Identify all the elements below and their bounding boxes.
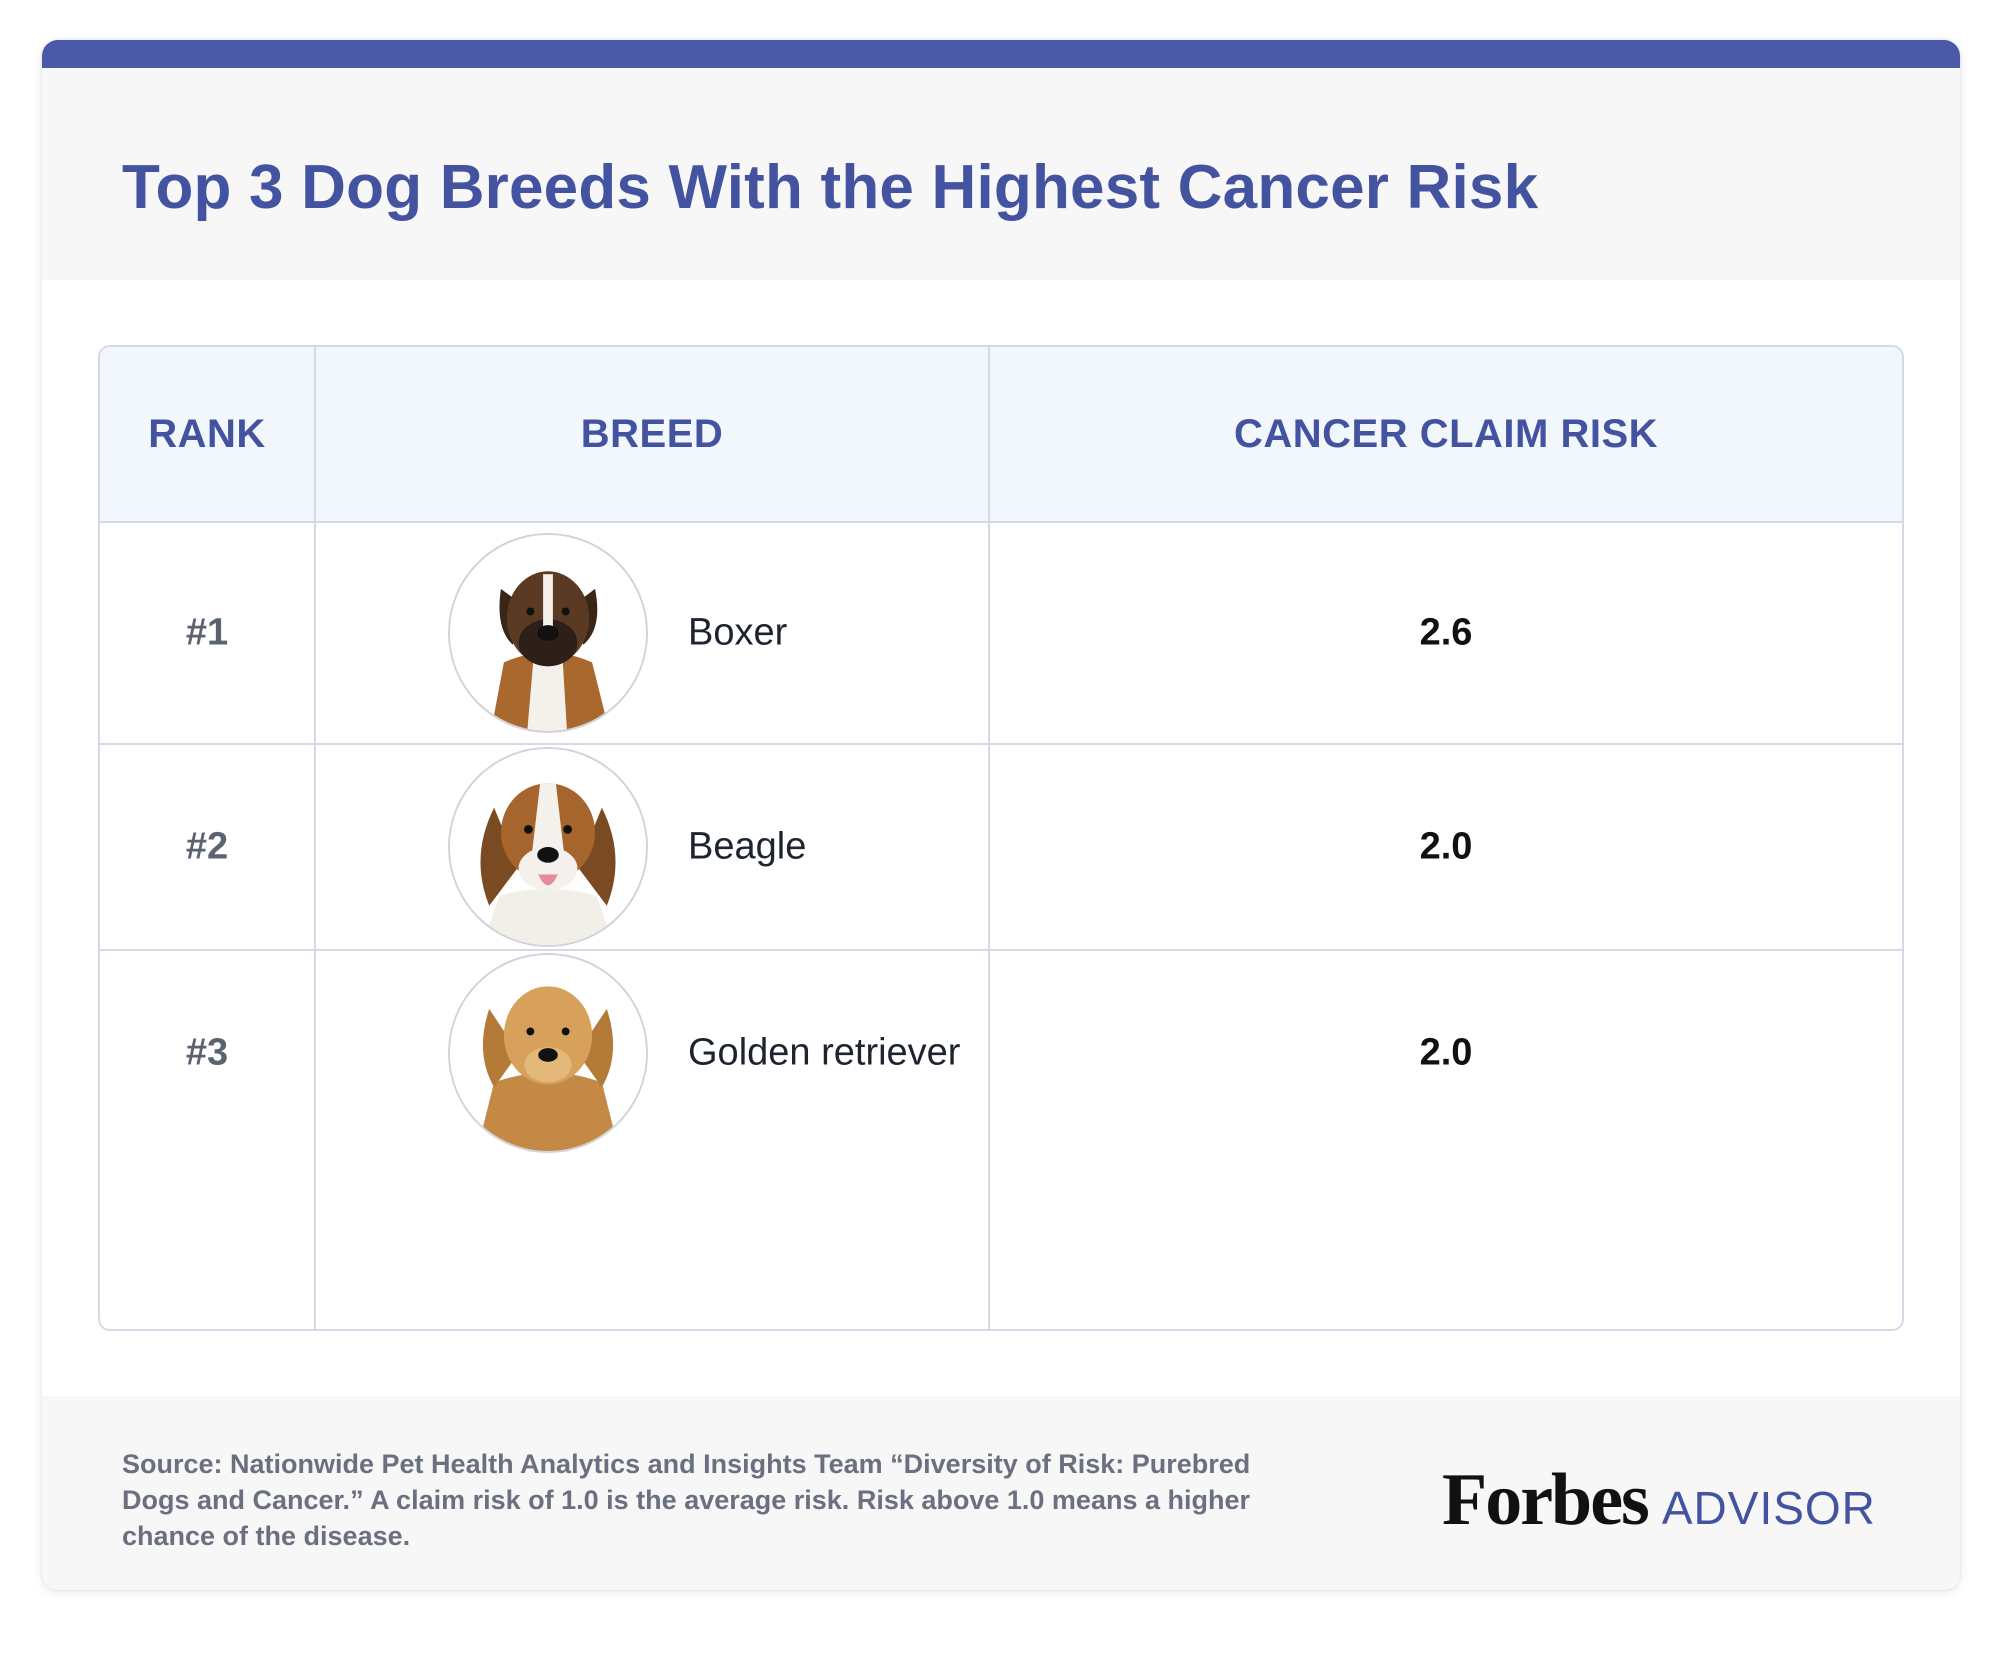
breed-name: Golden retriever [688,1031,961,1074]
accent-bar [42,40,1960,68]
risk-value: 2.6 [1419,611,1473,654]
column-header-rank: RANK [148,412,266,456]
boxer-dog-photo-icon [448,533,648,733]
rank-cell: #2 [185,825,229,868]
logo-forbes: Forbes [1442,1459,1650,1541]
header-panel [42,68,1960,280]
risk-value: 2.0 [1419,825,1473,868]
infographic-card: Top 3 Dog Breeds With the Highest Cancer… [42,40,1960,1590]
forbes-advisor-logo: Forbes ADVISOR [1442,1458,1876,1543]
column-divider [988,347,990,1329]
footer-panel: Source: Nationwide Pet Health Analytics … [42,1396,1960,1590]
breed-name: Beagle [688,825,807,868]
source-note: Source: Nationwide Pet Health Analytics … [122,1449,1251,1551]
table-row: #2 Beagle 2.0 [100,743,1902,949]
golden-retriever-dog-photo-icon [448,953,648,1153]
risk-value: 2.0 [1419,1031,1473,1074]
breed-name: Boxer [688,611,788,654]
rank-cell: #3 [185,1031,229,1074]
logo-advisor: ADVISOR [1661,1482,1876,1534]
rank-cell: #1 [185,611,229,654]
column-header-breed: BREED [580,412,724,456]
column-divider [314,347,316,1329]
table-row: #1 Boxer 2.6 [100,523,1902,743]
table-row: #3 Golden retriever 2.0 [100,949,1902,1155]
beagle-dog-photo-icon [448,747,648,947]
table-header: RANK BREED CANCER CLAIM RISK [100,347,1902,523]
page-title: Top 3 Dog Breeds With the Highest Cancer… [122,153,1539,222]
column-header-risk: CANCER CLAIM RISK [1233,412,1659,456]
breed-table: RANK BREED CANCER CLAIM RISK #1 [98,345,1904,1331]
